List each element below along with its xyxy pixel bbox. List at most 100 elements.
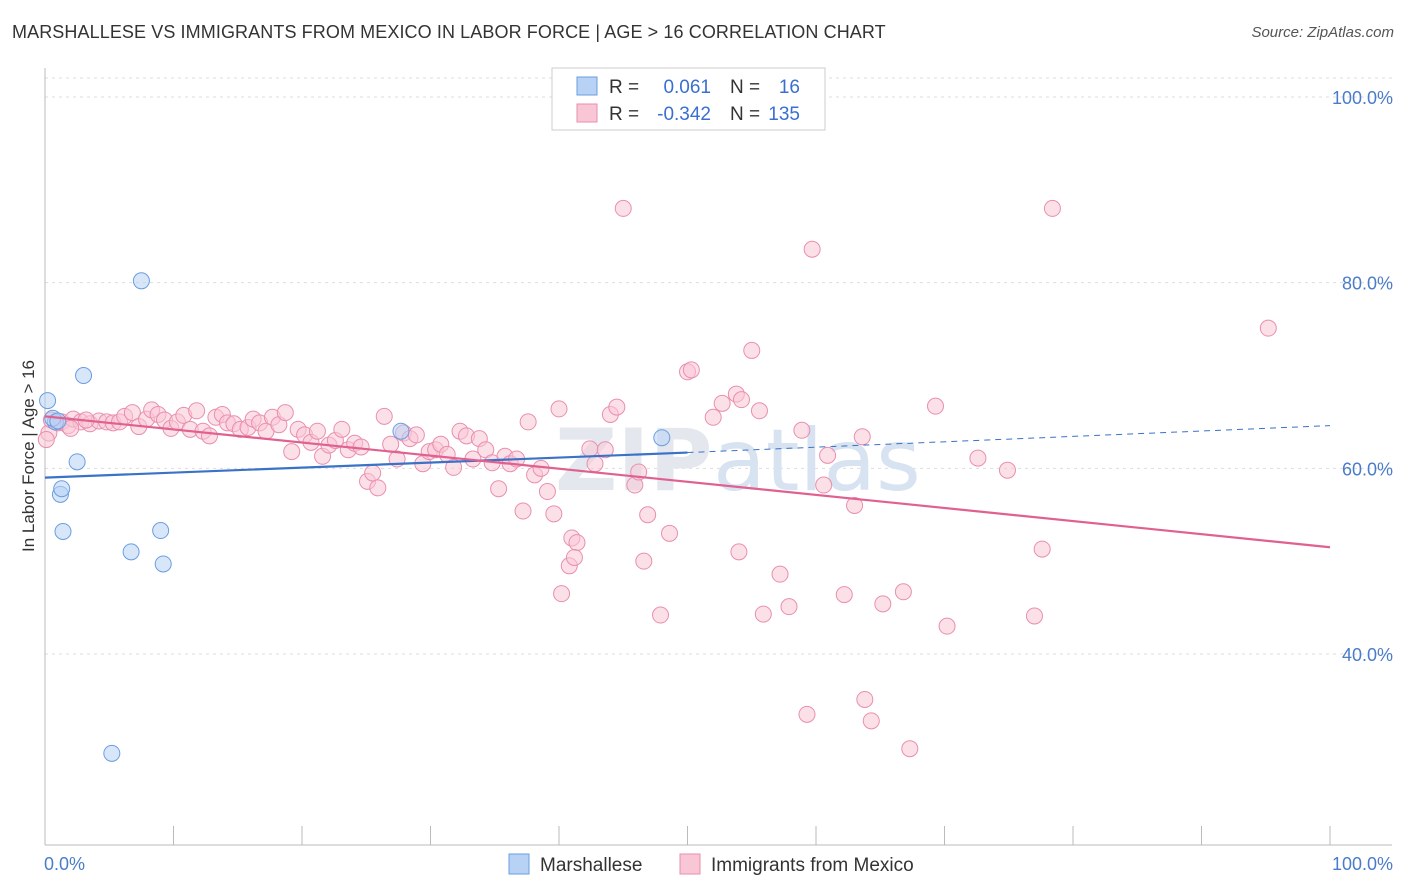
y-tick-labels: 100.0% 80.0% 60.0% 40.0%: [1332, 88, 1393, 665]
y-tick-label: 100.0%: [1332, 88, 1393, 108]
data-point: [614, 199, 632, 217]
data-point: [364, 464, 382, 482]
data-point: [553, 585, 571, 603]
data-point: [276, 404, 294, 422]
legend-swatch: [576, 103, 598, 123]
data-point: [382, 435, 400, 453]
data-point: [1033, 540, 1051, 558]
data-point: [132, 272, 150, 290]
data-point: [37, 431, 55, 449]
y-tick-label: 40.0%: [1342, 645, 1393, 665]
data-point: [407, 426, 425, 444]
data-point: [1025, 607, 1043, 625]
data-point: [635, 552, 653, 570]
trend-line-mexico: [44, 415, 1331, 549]
data-point: [392, 422, 410, 440]
trend-line-marshallese-extension: [687, 425, 1331, 454]
data-point: [519, 413, 537, 431]
bottom-legend-label: Immigrants from Mexico: [711, 855, 914, 876]
bottom-legend-label: Marshallese: [540, 855, 642, 876]
data-point: [803, 240, 821, 258]
data-point: [152, 522, 170, 540]
data-point: [53, 480, 71, 498]
data-point: [732, 391, 750, 409]
data-point: [639, 506, 657, 524]
axes: [44, 68, 1392, 846]
data-point: [853, 428, 871, 446]
data-point: [333, 420, 351, 438]
chart-source: Source: ZipAtlas.com: [1251, 24, 1394, 41]
data-point: [846, 496, 864, 514]
trend-lines: [44, 415, 1331, 549]
legend-r-label: R =: [609, 104, 639, 125]
legend-r-value: -0.342: [657, 104, 711, 125]
bottom-legend-swatch: [508, 853, 530, 875]
points-marshallese: [39, 272, 671, 762]
legend-n-label: N =: [730, 77, 760, 98]
data-point: [68, 453, 86, 471]
legend-swatch: [576, 76, 598, 96]
data-point: [780, 598, 798, 616]
data-point: [62, 419, 80, 437]
data-point: [49, 412, 67, 430]
data-point: [798, 705, 816, 723]
data-point: [103, 744, 121, 762]
data-point: [514, 502, 532, 520]
data-point: [123, 404, 141, 422]
data-point: [901, 740, 919, 758]
data-point: [862, 712, 880, 730]
grid-lines: [45, 77, 1392, 655]
data-point: [596, 441, 614, 459]
data-point: [565, 548, 583, 566]
legend-n-label: N =: [730, 104, 760, 125]
legend-r-label: R =: [609, 77, 639, 98]
data-point: [927, 397, 945, 415]
data-point: [969, 449, 987, 467]
trend-line-marshallese: [44, 451, 688, 479]
data-point: [308, 422, 326, 440]
data-point: [819, 446, 837, 464]
data-point: [538, 483, 556, 501]
x-tick-labels: 0.0% 100.0%: [44, 854, 1393, 874]
watermark: ZIP atlas: [555, 411, 921, 511]
data-point: [445, 458, 463, 476]
data-point: [39, 392, 57, 410]
y-tick-label: 80.0%: [1342, 274, 1393, 294]
chart-title: MARSHALLESE VS IMMIGRANTS FROM MEXICO IN…: [12, 22, 886, 42]
data-point: [730, 543, 748, 561]
data-point: [652, 606, 670, 624]
data-point: [743, 341, 761, 359]
data-point: [608, 398, 626, 416]
data-point: [653, 429, 671, 447]
legend-n-value: 16: [779, 77, 800, 98]
x-tick-label: 0.0%: [44, 854, 85, 874]
data-point: [581, 440, 599, 458]
data-point: [1043, 199, 1061, 217]
data-point: [713, 394, 731, 412]
data-point: [550, 400, 568, 418]
data-point: [545, 505, 563, 523]
data-point: [369, 479, 387, 497]
data-point: [998, 461, 1016, 479]
data-point: [154, 555, 172, 573]
data-point: [874, 595, 892, 613]
data-point: [75, 367, 93, 384]
data-point: [835, 586, 853, 604]
data-point: [894, 583, 912, 601]
data-point: [1259, 319, 1277, 337]
data-point: [490, 480, 508, 498]
data-point: [793, 421, 811, 439]
data-point: [750, 402, 768, 420]
data-point: [856, 690, 874, 708]
legend-r-value: 0.061: [663, 77, 711, 98]
data-point: [283, 443, 301, 461]
data-point: [568, 534, 586, 552]
data-point: [754, 605, 772, 623]
data-point: [682, 361, 700, 379]
data-point: [938, 617, 956, 635]
bottom-legend: Marshallese Immigrants from Mexico: [508, 853, 914, 876]
data-point: [815, 476, 833, 494]
watermark-zip: ZIP: [555, 411, 712, 511]
data-point: [188, 402, 206, 420]
